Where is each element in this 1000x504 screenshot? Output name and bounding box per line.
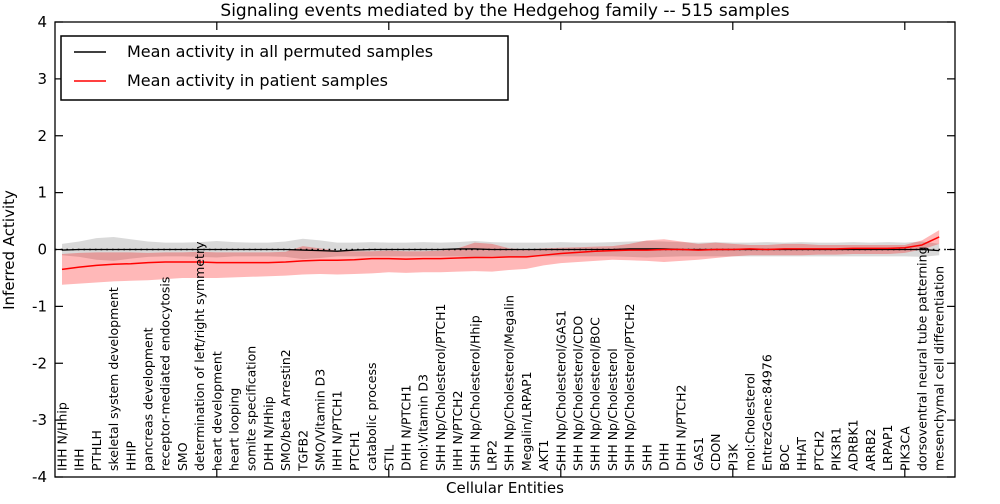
category-label: mol:Vitamin D3 xyxy=(416,374,431,471)
y-tick-label: 0 xyxy=(37,241,47,259)
category-label: PTCH2 xyxy=(811,430,826,471)
category-label: SHH Np/Cholesterol xyxy=(605,348,620,471)
category-label: pancreas development xyxy=(141,327,156,471)
category-label: ARRB2 xyxy=(863,429,878,471)
category-label: SHH Np/Cholesterol/PTCH2 xyxy=(622,304,637,472)
category-label: IHH N/PTCH2 xyxy=(450,390,465,471)
y-tick-labels: 4 3 2 1 0 -1 -2 -3 -4 xyxy=(32,13,47,486)
category-label: heart looping xyxy=(227,388,242,471)
x-category-labels: IHH N/Hhip IHH PTHLH skeletal system develo… xyxy=(55,241,947,472)
category-label: SHH Np/Cholesterol/GAS1 xyxy=(553,310,568,471)
legend-label-patient-samples: Mean activity in patient samples xyxy=(127,71,388,90)
legend-label-permuted-samples: Mean activity in all permuted samples xyxy=(127,42,433,61)
category-label: mol:Cholesterol xyxy=(743,373,758,471)
y-tick-label: -3 xyxy=(32,411,47,429)
category-label: HHIP xyxy=(123,441,138,471)
category-label: CDON xyxy=(708,433,723,471)
y-tick-label: -4 xyxy=(32,468,47,486)
y-tick-label: -2 xyxy=(32,354,47,372)
category-label: PTCH1 xyxy=(347,430,362,471)
category-label: LRPAP1 xyxy=(880,425,895,471)
category-label: SMO xyxy=(175,442,190,471)
category-label: SHH Np/Cholesterol/CDO xyxy=(571,316,586,471)
line-series-1 xyxy=(61,236,940,271)
category-label: mesenchymal cell differentiation xyxy=(932,266,947,471)
category-label: SMO/beta Arrestin2 xyxy=(278,349,293,471)
category-label: IHH xyxy=(72,449,87,472)
category-label: DHH N/PTCH2 xyxy=(674,385,689,471)
category-label: DHH N/Hhip xyxy=(261,396,276,471)
category-label: dorsoventral neural tube patterning xyxy=(915,247,930,472)
y-tick-label: 4 xyxy=(37,13,47,31)
category-label: SHH xyxy=(639,444,654,471)
category-label: PTHLH xyxy=(89,430,104,471)
category-label: STIL xyxy=(381,445,396,471)
y-tick-label: -1 xyxy=(32,297,47,315)
y-tick-label: 3 xyxy=(37,70,47,88)
category-label: PIK3R1 xyxy=(829,427,844,471)
category-label: catabolic process xyxy=(364,362,379,471)
category-label: PIK3CA xyxy=(897,426,912,471)
category-label: heart development xyxy=(209,351,224,471)
y-tick-label: 2 xyxy=(37,127,47,145)
category-label: IHH N/Hhip xyxy=(55,402,70,471)
category-label: receptor-mediated endocytosis xyxy=(158,277,173,471)
category-label: somite specification xyxy=(244,346,259,471)
category-label: ADRBK1 xyxy=(846,419,861,471)
category-label: skeletal system development xyxy=(106,287,121,471)
category-label: EntrezGene:84976 xyxy=(760,354,775,471)
category-label: SHH Np/Cholesterol/PTCH1 xyxy=(433,303,448,471)
legend-box xyxy=(60,35,509,101)
series-lines xyxy=(61,236,940,271)
category-label: IHH N/PTCH1 xyxy=(330,390,345,471)
category-label: LRP2 xyxy=(485,440,500,471)
category-label: SMO/Vitamin D3 xyxy=(313,369,328,471)
category-label: GAS1 xyxy=(691,437,706,471)
category-label: SHH Np/Cholesterol/Megalin xyxy=(502,295,517,471)
category-label: SHH Np/Cholesterol/BOC xyxy=(588,317,603,471)
category-label: Megalin/LRPAP1 xyxy=(519,371,534,471)
axis-ticks xyxy=(55,21,955,478)
category-label: SHH Np/Cholesterol/Hhip xyxy=(467,315,482,471)
x-axis-label: Cellular Entities xyxy=(446,479,564,497)
category-label: determination of left/right symmetry xyxy=(192,241,207,471)
legend: Mean activity in all permuted samples Me… xyxy=(60,35,509,101)
category-label: TGFB2 xyxy=(295,430,310,472)
category-label: PI3K xyxy=(725,443,740,471)
y-axis-label: Inferred Activity xyxy=(0,190,18,310)
category-label: AKT1 xyxy=(536,440,551,471)
chart-title: Signaling events mediated by the Hedgeho… xyxy=(220,1,789,21)
category-label: DHH N/PTCH1 xyxy=(399,385,414,471)
y-tick-label: 1 xyxy=(37,184,47,202)
category-label: HHAT xyxy=(794,437,809,471)
category-label: DHH xyxy=(657,443,672,471)
category-label: BOC xyxy=(777,444,792,471)
